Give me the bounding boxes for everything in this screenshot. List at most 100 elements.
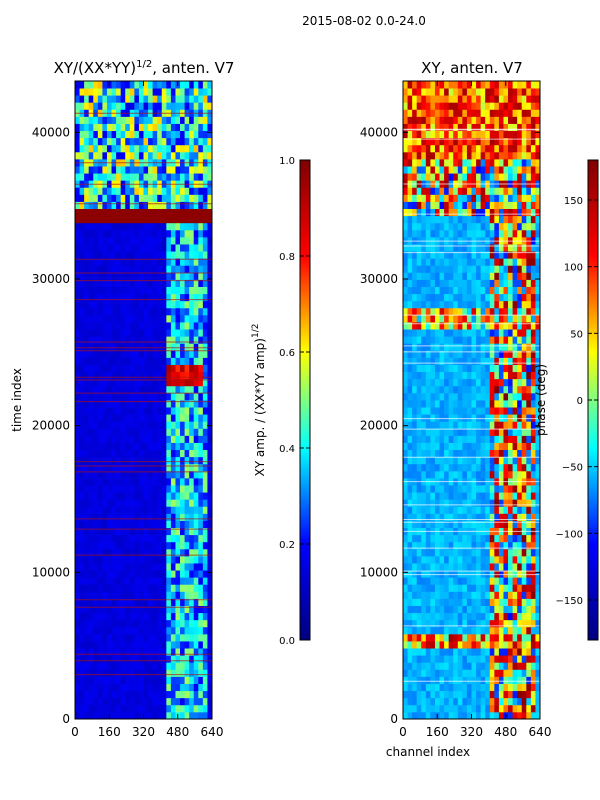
phase-cell — [434, 300, 440, 309]
amp-cell — [75, 456, 80, 465]
phase-cell — [457, 669, 463, 677]
phase-cell — [535, 485, 541, 493]
amp-cell — [202, 144, 208, 153]
phase-cell — [480, 669, 486, 677]
phase-cell — [448, 655, 454, 663]
phase-cell — [421, 485, 427, 493]
amp-cell — [138, 428, 144, 436]
phase-cell — [512, 272, 518, 280]
phase-cell — [535, 655, 541, 663]
phase-cell — [498, 449, 504, 458]
phase-cell — [476, 428, 482, 436]
amp-cell — [116, 598, 122, 606]
phase-cell — [444, 251, 450, 259]
amp-cell — [207, 641, 213, 649]
phase-cell — [403, 676, 408, 684]
amp-cell — [88, 343, 94, 351]
amp-cell — [79, 641, 85, 649]
amp-cell — [202, 619, 208, 628]
phase-cell — [494, 534, 500, 543]
amp-cell — [84, 272, 90, 280]
amp-cell — [202, 407, 208, 415]
amp-cell — [106, 655, 112, 663]
phase-cell — [494, 669, 500, 677]
amp-cell — [111, 350, 117, 358]
phase-cell — [485, 619, 491, 628]
phase-cell — [425, 322, 431, 330]
amp-cell — [102, 95, 108, 103]
phase-cell — [421, 655, 427, 663]
phase-cell — [439, 612, 445, 621]
amp-cell — [198, 144, 204, 153]
amp-cell — [88, 350, 94, 358]
phase-cell — [439, 499, 445, 507]
amp-cell — [193, 244, 199, 252]
amp-cell — [180, 534, 185, 543]
amp-cell — [106, 669, 112, 677]
phase-cell — [434, 357, 440, 365]
amp-cell — [161, 499, 167, 507]
phase-cell — [416, 506, 422, 514]
phase-cell — [416, 534, 422, 543]
amp-cell — [148, 272, 154, 280]
amp-cell — [157, 449, 163, 458]
amp-cell — [170, 449, 176, 458]
phase-cell — [517, 265, 523, 273]
amp-cell — [202, 336, 208, 344]
phase-cell — [439, 244, 445, 252]
amp-cell — [84, 151, 90, 160]
phase-cell — [517, 534, 523, 543]
amp-cell — [102, 633, 108, 642]
amp-cell — [102, 166, 108, 174]
phase-cell — [448, 570, 454, 578]
amp-cell — [166, 676, 172, 684]
amp-cell — [184, 173, 190, 181]
amp-cell — [166, 322, 172, 330]
phase-cell — [530, 463, 536, 472]
phase-cell — [485, 506, 491, 514]
phase-cell — [462, 499, 468, 507]
amp-cell — [84, 208, 90, 217]
amp-cell — [175, 300, 181, 309]
amp-cell — [120, 584, 126, 592]
phase-cell — [453, 322, 459, 330]
phase-cell — [403, 711, 408, 720]
phase-cell — [503, 314, 509, 323]
amp-cell — [102, 187, 108, 195]
phase-cell — [430, 570, 436, 578]
phase-cell — [430, 619, 436, 628]
amp-cell — [143, 633, 149, 642]
amp-cell — [88, 293, 94, 302]
amp-cell — [125, 173, 131, 181]
amp-cell — [170, 456, 176, 465]
amp-cell — [84, 194, 90, 202]
amp-cell — [116, 456, 122, 465]
phase-cell — [489, 612, 495, 621]
amp-cell — [198, 690, 204, 699]
amp-cell — [193, 435, 199, 443]
phase-cell — [416, 229, 422, 238]
phase-cell — [439, 577, 445, 585]
phase-cell — [434, 619, 440, 628]
amp-cell — [102, 704, 108, 713]
phase-cell — [430, 492, 436, 500]
phase-cell — [416, 442, 422, 451]
phase-cell — [407, 421, 413, 429]
amp-cell — [102, 435, 108, 443]
amp-cell — [116, 697, 122, 706]
amp-cell — [193, 187, 199, 195]
amp-cell — [106, 400, 112, 408]
amp-cell — [152, 88, 158, 96]
amp-cell — [93, 307, 99, 316]
phase-cell — [489, 563, 495, 571]
amp-cell — [125, 251, 131, 259]
phase-cell — [508, 300, 513, 309]
phase-cell — [517, 364, 523, 373]
amp-cell — [97, 272, 103, 280]
phase-cell — [448, 711, 454, 720]
amp-cell — [120, 244, 126, 252]
phase-cell — [530, 258, 536, 266]
phase-row-31 — [403, 492, 541, 500]
phase-cell — [485, 258, 491, 266]
phase-cell — [480, 584, 486, 592]
